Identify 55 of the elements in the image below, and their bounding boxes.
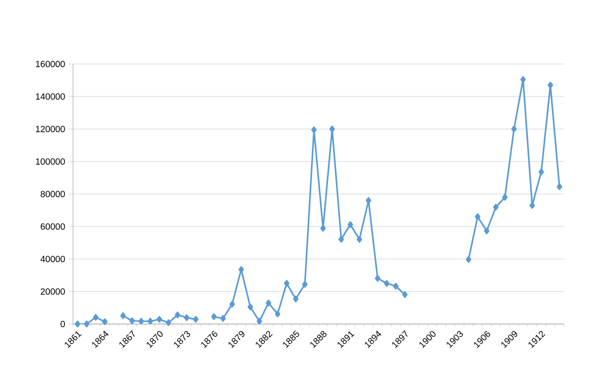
y-tick-label: 140000 bbox=[36, 93, 65, 100]
y-tick-label: 60000 bbox=[40, 223, 65, 230]
point bbox=[520, 76, 526, 83]
point bbox=[293, 296, 299, 302]
point bbox=[493, 204, 499, 211]
point bbox=[238, 266, 244, 273]
point bbox=[402, 291, 408, 298]
point bbox=[538, 168, 544, 176]
point bbox=[366, 197, 372, 204]
point bbox=[556, 183, 562, 190]
point bbox=[302, 280, 308, 288]
point bbox=[102, 318, 108, 326]
point bbox=[502, 194, 508, 201]
point bbox=[184, 314, 190, 322]
point bbox=[374, 274, 380, 282]
point bbox=[193, 316, 198, 323]
point bbox=[256, 318, 262, 325]
point bbox=[274, 310, 280, 318]
point bbox=[311, 126, 317, 134]
y-tick-label: 40000 bbox=[40, 256, 65, 262]
point bbox=[156, 316, 162, 323]
point bbox=[248, 304, 254, 310]
point bbox=[548, 82, 554, 89]
point bbox=[211, 313, 217, 320]
point bbox=[484, 227, 490, 234]
point bbox=[529, 202, 535, 209]
point bbox=[511, 126, 517, 132]
point bbox=[474, 213, 480, 220]
point bbox=[92, 314, 98, 321]
y-tick-label: 20000 bbox=[40, 288, 65, 295]
y-tick-label: 0 bbox=[60, 320, 65, 328]
point bbox=[166, 319, 172, 326]
point bbox=[120, 312, 126, 320]
point bbox=[348, 221, 354, 228]
point bbox=[284, 280, 290, 287]
point bbox=[329, 126, 335, 132]
point bbox=[229, 300, 235, 308]
point bbox=[84, 320, 90, 328]
point bbox=[174, 312, 180, 318]
point bbox=[138, 318, 144, 325]
y-tick-label: 100000 bbox=[36, 158, 65, 165]
point bbox=[338, 236, 344, 243]
point bbox=[74, 320, 80, 328]
y-tick-label: 80000 bbox=[40, 190, 65, 198]
point bbox=[129, 317, 135, 324]
point bbox=[266, 300, 272, 306]
point bbox=[220, 315, 226, 322]
point bbox=[320, 224, 326, 232]
point bbox=[466, 256, 472, 263]
point bbox=[148, 318, 154, 325]
point bbox=[356, 236, 362, 243]
point bbox=[393, 282, 399, 290]
y-tick-label: 120000 bbox=[36, 126, 65, 132]
point bbox=[384, 280, 390, 287]
y-tick-label: 160000 bbox=[36, 60, 65, 68]
